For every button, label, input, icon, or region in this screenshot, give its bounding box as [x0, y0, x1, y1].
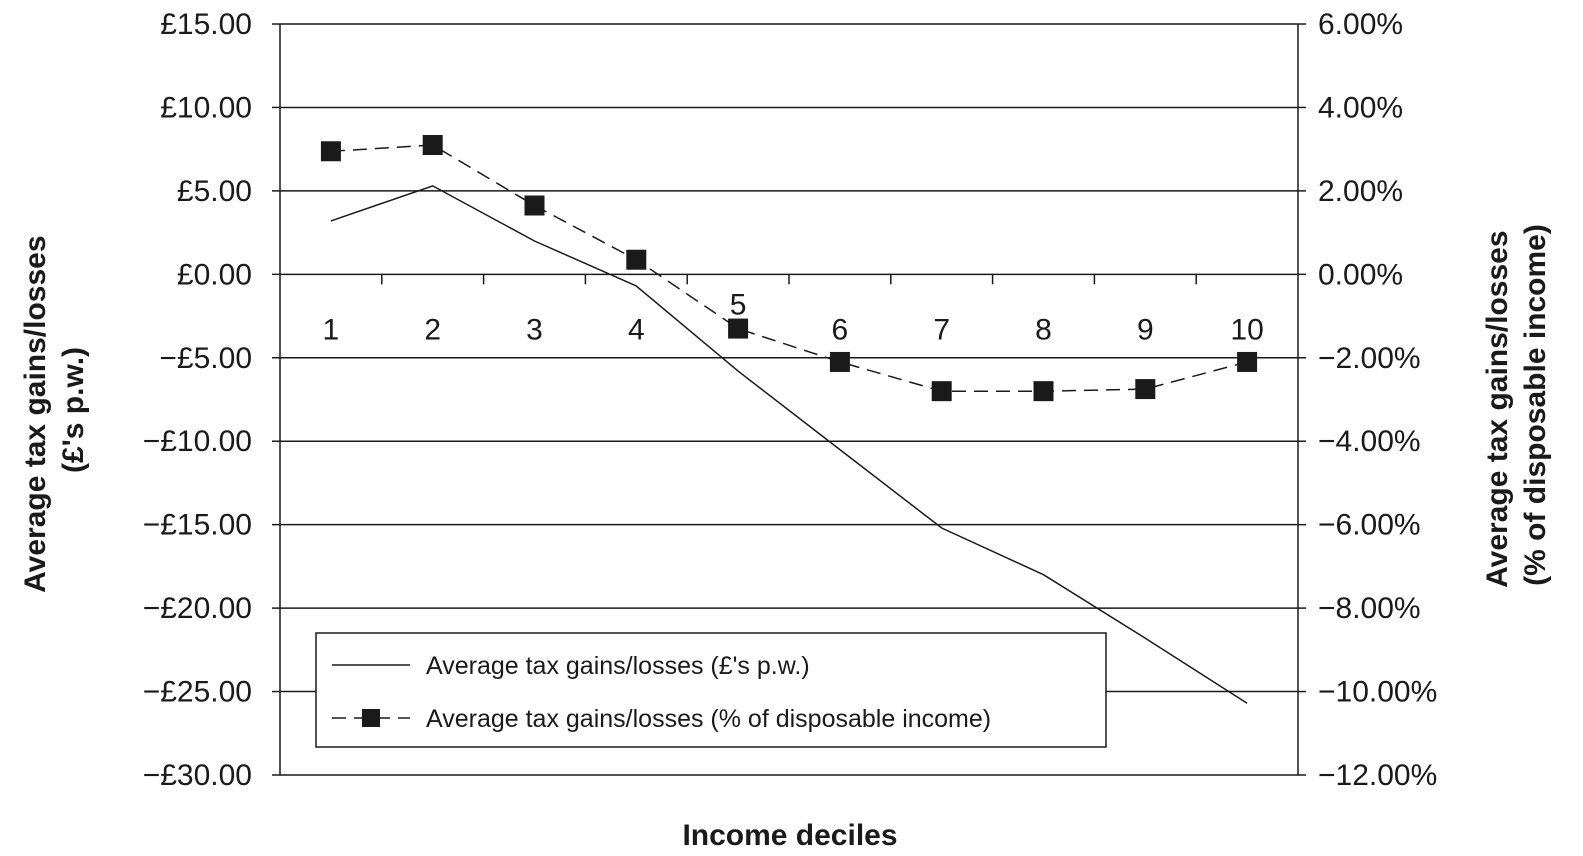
left-tick-label: −£10.00: [143, 425, 252, 458]
right-tick-label: −10.00%: [1318, 676, 1437, 709]
right-tick-label: 4.00%: [1318, 91, 1403, 124]
right-tick-label: −2.00%: [1318, 342, 1421, 375]
x-axis-title: Income deciles: [682, 819, 897, 852]
x-tick-label: 2: [424, 313, 441, 346]
x-tick-labels: 1 2 3 4 5 6 7 8 9 10: [323, 288, 1264, 346]
legend-swatch-square-marker: [362, 709, 380, 727]
left-axis-title-line-2: (£'s p.w.): [57, 347, 90, 473]
series-line: [330, 185, 1248, 704]
legend-label-percent: Average tax gains/losses (% of disposabl…: [426, 705, 991, 733]
left-tick-label: −£20.00: [143, 592, 252, 625]
data-point-marker: [626, 249, 647, 270]
right-tick-label: 6.00%: [1318, 8, 1403, 41]
left-tick-label: −£15.00: [143, 509, 252, 542]
right-tick-label: −12.00%: [1318, 759, 1437, 792]
x-tick-label: 1: [323, 313, 340, 346]
data-point-marker: [728, 318, 749, 339]
series-2: [320, 134, 1258, 402]
series-1: [330, 185, 1248, 704]
legend-label-pounds: Average tax gains/losses (£'s p.w.): [426, 652, 810, 680]
x-tick-label: 6: [832, 313, 849, 346]
legend-box: [315, 632, 1107, 748]
legend: Average tax gains/losses (£'s p.w.) Aver…: [315, 632, 1107, 748]
data-point-marker: [1135, 379, 1156, 400]
data-point-marker: [1033, 381, 1054, 402]
right-tick-label: −4.00%: [1318, 425, 1421, 458]
x-tick-label: 8: [1035, 313, 1052, 346]
left-axis-title-line-1: Average tax gains/losses: [19, 235, 52, 592]
left-tick-label: £15.00: [160, 8, 252, 41]
data-point-marker: [524, 195, 545, 216]
left-tick-label: −£30.00: [143, 759, 252, 792]
data-point-marker: [1237, 351, 1258, 372]
right-axis-title: Average tax gains/losses (% of disposabl…: [1481, 222, 1552, 588]
left-tick-label: £10.00: [160, 91, 252, 124]
x-tick-label: 3: [526, 313, 543, 346]
left-tick-label: −£5.00: [159, 342, 252, 375]
x-tick-label: 5: [730, 288, 747, 321]
x-tick-label: 7: [933, 313, 950, 346]
data-point-marker: [931, 381, 952, 402]
data-point-marker: [829, 351, 850, 372]
left-tick-label: −£25.00: [143, 676, 252, 709]
left-axis-title: Average tax gains/losses (£'s p.w.): [19, 227, 90, 593]
left-tick-label: £0.00: [177, 258, 252, 291]
x-tick-label: 4: [628, 313, 645, 346]
x-tick-label: 10: [1230, 313, 1263, 346]
right-tick-label: 0.00%: [1318, 258, 1403, 291]
right-tick-labels: 6.00% 4.00% 2.00% 0.00% −2.00% −4.00% −6.00% −8…: [1318, 8, 1437, 792]
series-line: [330, 144, 1248, 392]
right-tick-label: 2.00%: [1318, 175, 1403, 208]
left-tick-labels: £15.00 £10.00 £5.00 £0.00 −£5.00 −£10.00 −£15.…: [143, 8, 252, 792]
data-point-marker: [422, 134, 443, 155]
right-tick-label: −6.00%: [1318, 509, 1421, 542]
x-tick-label: 9: [1137, 313, 1154, 346]
left-tick-label: £5.00: [177, 175, 252, 208]
right-axis-title-line-2: (% of disposable income): [1519, 224, 1552, 586]
right-tick-label: −8.00%: [1318, 592, 1421, 625]
series-layer: [320, 134, 1258, 704]
data-point-marker: [320, 141, 341, 162]
axes: [272, 23, 1306, 776]
right-axis-title-line-1: Average tax gains/losses: [1481, 230, 1514, 587]
